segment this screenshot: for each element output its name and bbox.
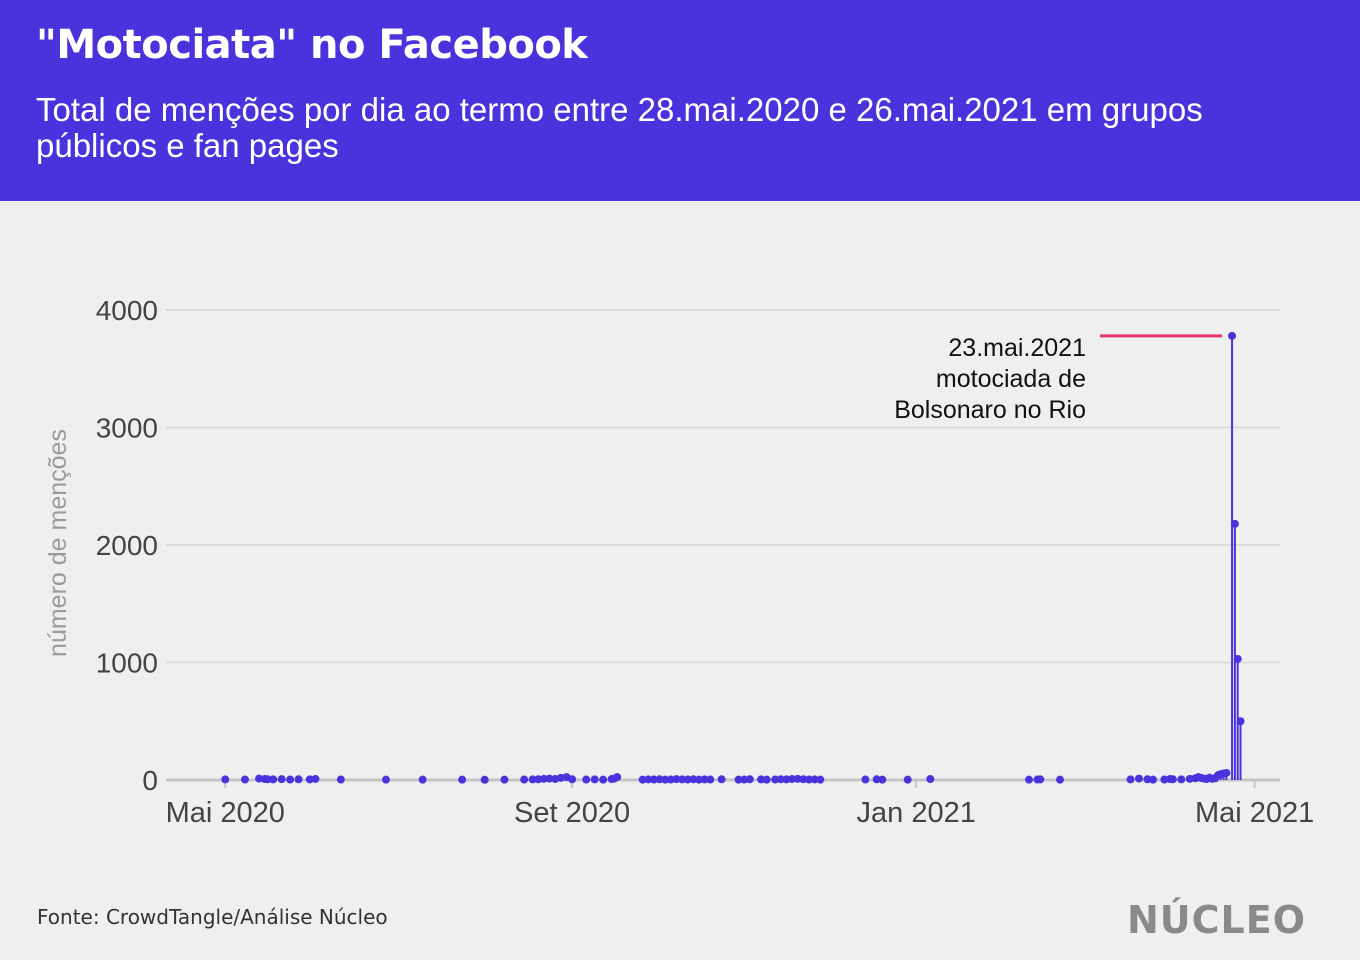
data-point <box>878 775 887 784</box>
source-note: Fonte: CrowdTangle/Análise Núcleo <box>37 905 388 929</box>
data-point <box>762 775 771 784</box>
data-point <box>776 775 785 784</box>
data-point <box>771 775 780 784</box>
data-point <box>649 775 658 784</box>
data-point <box>539 774 548 783</box>
data-point <box>861 775 870 784</box>
data-point <box>706 775 715 784</box>
y-tick-label: 1000 <box>96 648 158 679</box>
data-point <box>745 775 754 784</box>
nucleo-logo: NÚCLEO <box>1127 898 1307 942</box>
chart-header: "Motociata" no Facebook Total de menções… <box>0 0 1360 201</box>
data-point <box>590 775 599 784</box>
data-point <box>568 775 577 784</box>
data-point <box>528 775 537 784</box>
data-point <box>599 775 608 784</box>
data-point <box>638 775 647 784</box>
data-point <box>1168 775 1177 784</box>
data-point <box>480 775 489 784</box>
data-point <box>678 775 687 784</box>
data-point <box>613 773 622 782</box>
data-point <box>700 775 709 784</box>
data-point <box>336 775 345 784</box>
data-point <box>458 775 467 784</box>
chart-subtitle: Total de menções por dia ao termo entre … <box>36 91 1203 164</box>
x-tick-label: Jan 2021 <box>857 797 976 829</box>
x-tick-label: Mai 2020 <box>166 797 285 829</box>
y-tick-label: 2000 <box>96 530 158 561</box>
data-point <box>294 775 303 784</box>
y-axis: 0 1000 2000 3000 4000 <box>96 295 158 796</box>
data-point <box>286 775 295 784</box>
data-point <box>263 775 272 784</box>
annotation-text: 23.mai.2021 <box>948 334 1086 362</box>
data-point <box>1233 654 1242 663</box>
data-point <box>757 775 766 784</box>
data-point <box>582 775 591 784</box>
data-point <box>1177 775 1186 784</box>
data-point <box>500 775 509 784</box>
data-point <box>661 775 670 784</box>
x-axis: Mai 2020 Set 2020 Jan 2021 Mai 2021 <box>166 780 1314 829</box>
data-point <box>717 775 726 784</box>
data-point <box>672 775 681 784</box>
data-point <box>683 775 692 784</box>
y-tick-label: 4000 <box>96 295 158 326</box>
annotation-text: Bolsonaro no Rio <box>894 396 1086 424</box>
data-point <box>799 775 808 784</box>
data-point <box>381 775 390 784</box>
data-point <box>1056 775 1065 784</box>
data-point <box>695 775 704 784</box>
data-point <box>1222 768 1231 777</box>
annotation-text: motociada de <box>936 365 1086 393</box>
data-point <box>418 775 427 784</box>
data-point <box>1149 775 1158 784</box>
data-point <box>903 775 912 784</box>
data-point <box>788 775 797 784</box>
data-point <box>734 775 743 784</box>
data-point <box>926 775 935 784</box>
data-point <box>1230 519 1239 528</box>
data-point <box>221 775 230 784</box>
data-point <box>520 775 529 784</box>
data-point <box>1036 775 1045 784</box>
data-point <box>1134 774 1143 783</box>
data-point <box>1126 775 1135 784</box>
y-axis-label: número de menções <box>44 429 72 657</box>
data-point <box>740 775 749 784</box>
data-point <box>1024 775 1033 784</box>
data-point <box>277 775 286 784</box>
data-point <box>810 775 819 784</box>
data-point <box>805 775 814 784</box>
data-point <box>1236 717 1245 726</box>
y-tick-label: 3000 <box>96 413 158 444</box>
y-tick-label: 0 <box>142 765 158 796</box>
data-point <box>269 775 278 784</box>
data-point <box>816 775 825 784</box>
chart-title: "Motociata" no Facebook <box>36 22 588 68</box>
annotation: 23.mai.2021 motociada de Bolsonaro no Rio <box>894 334 1223 424</box>
data-point <box>311 774 320 783</box>
x-tick-label: Mai 2021 <box>1195 797 1314 829</box>
gridlines <box>166 309 1280 782</box>
data-point <box>1228 331 1237 340</box>
data-points <box>221 331 1245 784</box>
lollipop-stems <box>1216 335 1242 780</box>
x-tick-label: Set 2020 <box>514 797 630 829</box>
data-point <box>644 775 653 784</box>
data-point <box>240 775 249 784</box>
